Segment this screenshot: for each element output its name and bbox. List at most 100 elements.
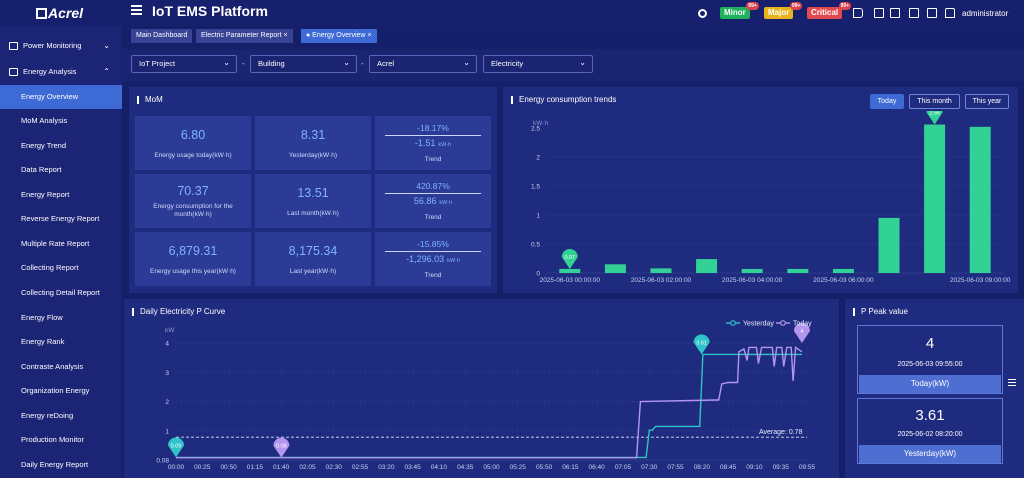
sidebar-item-production-monitor[interactable]: Production Monitor — [0, 428, 122, 452]
sidebar-item-mom-analysis[interactable]: MoM Analysis — [0, 109, 122, 133]
sidebar-item-label: Data Report — [21, 165, 62, 174]
bar — [832, 268, 854, 273]
sidebar-item-energy-analysis[interactable]: Energy Analysis ⌃ — [0, 60, 122, 84]
alarm-major-count: 99+ — [789, 2, 803, 10]
sidebar: Power Monitoring ⌄ Energy Analysis ⌃ Ene… — [0, 26, 122, 478]
chevron-down-icon: ⌄ — [579, 58, 586, 67]
alarm-critical-count: 99+ — [838, 2, 852, 10]
mom-card-year: 6,879.31 Energy usage this year(kW·h) — [135, 232, 251, 286]
x-tick-label: 02:30 — [326, 464, 343, 471]
sidebar-item-label: Reverse Energy Report — [21, 214, 100, 223]
mom-card-trend-month: 420.87% 56.86 kW·h Trend — [375, 174, 491, 228]
peak-title: P Peak value — [853, 308, 908, 316]
sidebar-item-multiple-rate-report[interactable]: Multiple Rate Report — [0, 232, 122, 256]
sidebar-item-collecting-report[interactable]: Collecting Report — [0, 256, 122, 280]
trend-day-diff-value: -1.51 — [414, 138, 436, 148]
alarm-major-badge[interactable]: Major 99+ — [764, 2, 803, 19]
curve-marker-pin — [168, 437, 184, 458]
sidebar-item-label: Organization Energy — [21, 386, 90, 395]
mute-icon[interactable] — [853, 8, 863, 18]
x-tick-label: 2025-06-03 02:00:00 — [631, 277, 692, 284]
peak-yesterday-value: 3.61 — [915, 407, 945, 424]
sidebar-item-energy-flow[interactable]: Energy Flow — [0, 306, 122, 330]
trend-day-unit: kW·h — [438, 142, 452, 148]
sidebar-item-label: Energy Trend — [21, 141, 67, 150]
sidebar-item-reverse-energy-report[interactable]: Reverse Energy Report — [0, 207, 122, 231]
x-tick-label: 09:10 — [746, 464, 763, 471]
fullscreen-icon[interactable] — [909, 8, 919, 18]
user-shirt-icon[interactable] — [945, 8, 955, 18]
bar-marker-pin — [561, 248, 578, 269]
sidebar-item-label: Collecting Report — [21, 263, 79, 272]
tab-label: Electric Parameter Report — [201, 32, 282, 39]
this-month-button[interactable]: This month — [909, 94, 960, 109]
sidebar-item-energy-trend[interactable]: Energy Trend — [0, 134, 122, 158]
settings-sliders-icon[interactable] — [1008, 379, 1016, 387]
trend-month-diff-value: 56.86 — [413, 196, 437, 206]
alarm-critical-badge[interactable]: Critical 99+ — [807, 2, 852, 19]
x-tick-label: 01:15 — [247, 464, 264, 471]
sidebar-item-energy-rank[interactable]: Energy Rank — [0, 330, 122, 354]
alarm-minor-badge[interactable]: Minor 99+ — [720, 2, 759, 19]
filter-bar: IoT Project ⌄ - Building ⌄ - Acrel ⌄ Electr… — [122, 49, 1024, 81]
bar-marker-pin — [926, 111, 943, 125]
menu-toggle-icon[interactable] — [131, 5, 142, 16]
site-select[interactable]: Acrel ⌄ — [369, 55, 477, 73]
curve-marker-pin — [793, 323, 810, 343]
top-bar: Acrel IoT EMS Platform Minor 99+ Major 99+… — [0, 0, 1024, 26]
today-button[interactable]: Today — [870, 94, 904, 109]
sidebar-item-energy-redoing[interactable]: Energy reDoing — [0, 404, 122, 428]
tab-main-dashboard[interactable]: Main Dashboard — [131, 29, 193, 43]
sidebar-item-contraste-analysis[interactable]: Contraste Analysis — [0, 355, 122, 379]
sidebar-item-organization-energy[interactable]: Organization Energy — [0, 379, 122, 403]
legend-label: Today — [793, 321, 812, 328]
trend-day-diff: -1.51 kW·h — [375, 138, 491, 148]
qr-code-icon[interactable] — [874, 8, 884, 18]
today-usage-label: Energy usage today(kW·h) — [154, 152, 232, 159]
sidebar-item-power-monitoring[interactable]: Power Monitoring ⌄ — [0, 34, 122, 58]
alarm-minor-count: 99+ — [746, 2, 759, 10]
peak-yesterday-card: 3.61 2025-06-02 08:20:00 Yesterday(kW) — [857, 398, 1003, 464]
chevron-down-icon: ⌄ — [463, 58, 470, 67]
peak-yesterday-time: 2025-06-02 08:20:00 — [897, 431, 963, 438]
sidebar-item-energy-report[interactable]: Energy Report — [0, 183, 122, 207]
tab-electric-parameter-report[interactable]: Electric Parameter Report × — [196, 29, 293, 43]
close-icon[interactable]: × — [367, 32, 372, 39]
x-tick-label: 2025-06-03 09:00:00 — [950, 277, 1011, 284]
energy-type-select[interactable]: Electricity ⌄ — [483, 55, 593, 73]
x-tick-label: 07:05 — [615, 464, 632, 471]
energy-trend-chart: kW·h 0 0.5 1 1.5 2 2.5 2025-06-03 00:00:00 2025-… — [531, 111, 1011, 284]
mom-card-last-month: 13.51 Last month(kW·h) — [255, 174, 371, 228]
sidebar-item-energy-overview[interactable]: Energy Overview — [0, 85, 122, 109]
x-tick-label: 01:40 — [273, 464, 290, 471]
sidebar-item-daily-energy-report[interactable]: Daily Energy Report — [0, 453, 122, 477]
this-year-button[interactable]: This year — [965, 94, 1009, 109]
x-tick-label: 02:05 — [299, 464, 316, 471]
x-tick-label: 05:25 — [510, 464, 527, 471]
project-select[interactable]: IoT Project ⌄ — [131, 55, 237, 73]
x-tick-label: 2025-06-03 00:00:00 — [540, 277, 601, 284]
alarm-critical-label: Critical — [811, 8, 839, 17]
y-tick-label: 4 — [165, 341, 169, 348]
tab-energy-overview[interactable]: ● Energy Overview × — [301, 29, 377, 43]
x-tick-label: 08:20 — [694, 464, 711, 471]
site-select-value: Acrel — [377, 59, 395, 68]
close-icon[interactable]: × — [283, 32, 288, 39]
user-name[interactable]: administrator — [962, 9, 1009, 18]
sidebar-item-collecting-detail-report[interactable]: Collecting Detail Report — [0, 281, 122, 305]
language-icon[interactable] — [927, 8, 937, 18]
y-axis-unit: kW·h — [533, 120, 549, 127]
y-tick-label: 2 — [165, 399, 169, 406]
x-tick-label: 03:20 — [378, 464, 395, 471]
energy-trends-title: Energy consumption trends — [511, 96, 616, 104]
bar-chart-icon — [9, 68, 18, 76]
sidebar-item-data-report[interactable]: Data Report — [0, 158, 122, 182]
building-select[interactable]: Building ⌄ — [250, 55, 357, 73]
mom-card-month: 70.37 Energy consumption for the month(k… — [135, 174, 251, 228]
p-curve-panel: Daily Electricity P Curve kW 0.08 1 2 3 4 00:0… — [124, 299, 839, 478]
sidebar-item-label: Energy Flow — [21, 313, 63, 322]
search-icon[interactable] — [698, 9, 707, 18]
x-tick-label: 04:10 — [431, 464, 448, 471]
image-icon[interactable] — [890, 8, 900, 18]
sidebar-item-label: Production Monitor — [21, 435, 84, 444]
